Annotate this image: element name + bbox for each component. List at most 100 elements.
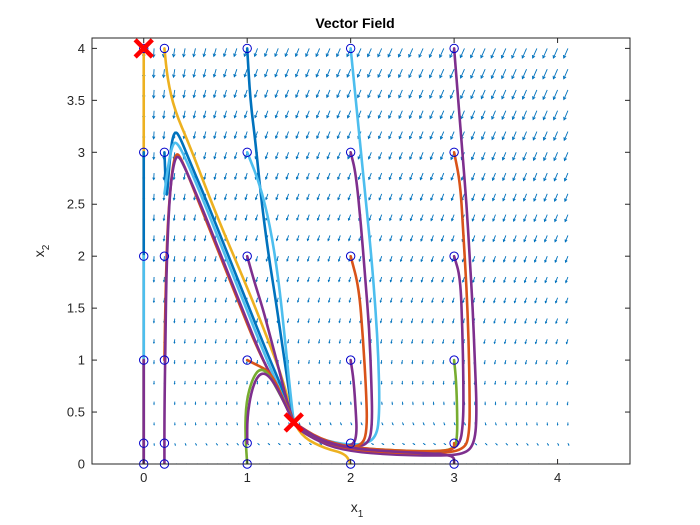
vector-arrow-head — [213, 197, 217, 201]
vector-arrow-head — [223, 94, 227, 99]
vector-arrow-head — [297, 320, 300, 324]
vector-arrow — [505, 442, 509, 446]
vector-arrow — [432, 401, 435, 406]
vector-arrow-shaft — [399, 172, 403, 180]
vector-arrow — [481, 193, 486, 202]
vector-arrow-head — [401, 382, 404, 385]
vector-arrow-head — [418, 94, 423, 99]
vector-arrow-head — [234, 197, 237, 201]
vector-arrow-shaft — [513, 235, 517, 242]
vector-arrow — [244, 193, 248, 201]
vector-arrow — [348, 276, 352, 283]
vector-arrow — [306, 214, 310, 221]
vector-arrow-head — [183, 259, 186, 263]
vector-arrow-head — [563, 54, 567, 59]
vector-arrow-head — [204, 403, 207, 406]
vector-arrow — [522, 131, 527, 141]
vector-arrow-head — [410, 259, 413, 263]
vector-arrow — [501, 89, 507, 100]
vector-arrow-head — [216, 444, 218, 446]
initial-condition-marker — [345, 438, 356, 448]
vector-arrow — [308, 380, 311, 385]
vector-arrow — [161, 69, 166, 79]
vector-arrow-head — [400, 279, 403, 283]
vector-arrow — [182, 69, 186, 79]
vector-arrow — [481, 172, 486, 182]
vector-arrow — [504, 359, 507, 365]
vector-arrow — [233, 152, 238, 160]
vector-arrow-head — [202, 53, 206, 58]
vector-arrow-head — [400, 321, 403, 324]
vector-arrow-head — [296, 259, 299, 262]
vector-arrow-head — [258, 443, 260, 446]
vector-arrow-shaft — [183, 193, 186, 200]
vector-arrow-head — [565, 341, 568, 345]
vector-arrow — [328, 360, 331, 365]
vector-arrow-head — [554, 280, 558, 284]
vector-arrow — [357, 172, 362, 181]
vector-arrow — [359, 360, 362, 365]
vector-arrow — [192, 131, 196, 140]
vector-arrow-head — [264, 176, 268, 180]
vector-arrow — [532, 89, 538, 101]
vector-arrow-head — [356, 53, 361, 58]
vector-arrow-shaft — [523, 256, 527, 263]
vector-arrow-shaft — [254, 69, 258, 77]
vector-arrow — [389, 276, 393, 283]
vector-arrow-head — [194, 341, 197, 344]
vector-arrow — [286, 256, 290, 262]
vector-arrow-head — [402, 423, 404, 426]
vector-arrow-shaft — [305, 68, 310, 77]
vector-arrow-shaft — [544, 276, 548, 283]
vector-arrow-shaft — [326, 152, 331, 159]
vector-arrow-head — [305, 115, 309, 119]
vector-arrow-head — [173, 403, 176, 406]
vector-arrow — [501, 110, 507, 121]
vector-arrow-shaft — [472, 235, 476, 242]
vector-arrow-head — [152, 156, 156, 161]
vector-arrow-head — [194, 403, 197, 406]
vector-arrow-head — [337, 238, 341, 242]
vector-arrow — [432, 360, 434, 365]
vector-arrow-shaft — [399, 152, 403, 160]
vector-arrow — [492, 193, 496, 202]
vector-arrow — [204, 360, 207, 365]
vector-arrow — [401, 380, 404, 385]
vector-arrow-head — [400, 341, 403, 344]
vector-arrow — [398, 152, 403, 160]
vector-arrow — [173, 380, 176, 385]
vector-arrow — [552, 110, 558, 121]
vector-arrow-head — [411, 362, 414, 365]
vector-arrow — [255, 214, 258, 221]
vector-arrow-shaft — [512, 110, 517, 120]
vector-arrow-head — [235, 320, 238, 324]
vector-arrow-head — [346, 53, 350, 58]
vector-arrow-head — [244, 238, 248, 242]
vector-arrow-head — [274, 115, 278, 119]
vector-arrow — [152, 339, 155, 345]
vector-arrow — [317, 297, 321, 303]
vector-arrow — [533, 193, 538, 202]
vector-arrow — [563, 68, 569, 80]
vector-arrow-head — [257, 423, 259, 426]
vector-arrow — [451, 235, 455, 243]
vector-arrow-head — [340, 423, 342, 426]
vector-arrow — [214, 276, 217, 283]
initial-condition-marker — [242, 355, 252, 365]
vector-arrow — [542, 68, 548, 80]
vector-arrow — [554, 235, 558, 243]
vector-arrow — [492, 214, 496, 222]
vector-arrow — [276, 339, 279, 344]
vector-arrow-head — [408, 53, 412, 58]
vector-arrow — [317, 276, 321, 283]
initial-condition-marker — [159, 43, 170, 54]
vector-arrow — [204, 339, 207, 344]
vector-arrow — [214, 360, 217, 365]
vector-arrow-head — [532, 136, 536, 141]
vector-arrow-shaft — [430, 193, 434, 201]
vector-arrow-head — [524, 341, 527, 345]
vector-arrow — [184, 443, 187, 446]
vector-arrow-head — [245, 279, 248, 283]
vector-arrow-head — [492, 198, 496, 202]
vector-arrow-head — [295, 156, 299, 160]
